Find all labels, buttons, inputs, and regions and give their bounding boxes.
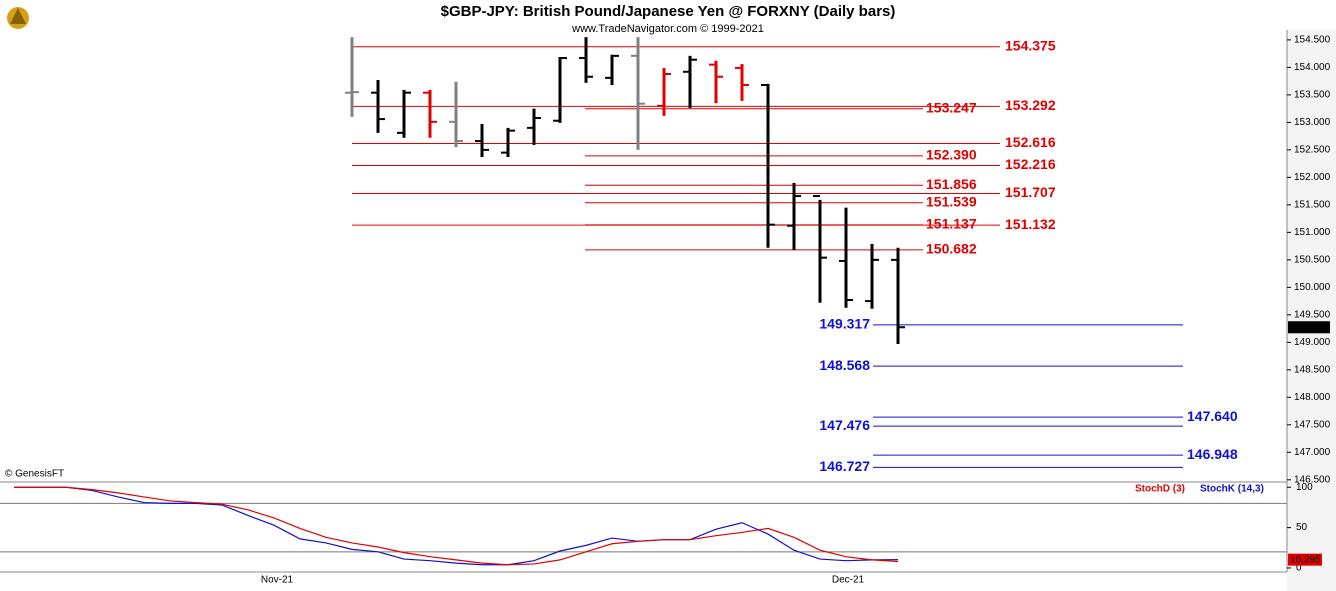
- y-tick-label: 154.500: [1294, 35, 1331, 46]
- level-label: 151.707: [1005, 184, 1056, 200]
- level-label: 152.216: [1005, 156, 1056, 172]
- level-label: 146.948: [1187, 446, 1238, 462]
- level-label: 152.616: [1005, 134, 1056, 150]
- last-price-box: [1288, 321, 1330, 334]
- last-value-box: [1288, 553, 1322, 566]
- x-tick-label: Nov-21: [261, 575, 294, 586]
- y-tick-label: 146.500: [1294, 474, 1331, 485]
- y-tick-label: 149.500: [1294, 309, 1331, 320]
- level-label: 151.539: [926, 193, 977, 209]
- y-tick-label: 147.000: [1294, 447, 1331, 458]
- chart-subtitle: www.TradeNavigator.com © 1999-2021: [571, 23, 764, 35]
- y-tick-label: 153.000: [1294, 117, 1331, 128]
- level-label: 154.375: [1005, 37, 1056, 53]
- last-value-label: 10.295: [1290, 554, 1321, 565]
- level-label: 152.390: [926, 147, 977, 163]
- level-label: 147.640: [1187, 408, 1238, 424]
- y-tick-label: 0: [1296, 563, 1302, 574]
- level-label: 146.727: [819, 458, 870, 474]
- source-note: © GenesisFT: [5, 469, 64, 480]
- level-label: 153.292: [1005, 97, 1056, 113]
- level-label: 153.247: [926, 100, 977, 116]
- x-tick-label: Dec-21: [832, 575, 865, 586]
- level-label: 148.568: [819, 357, 870, 373]
- y-tick-label: 150.000: [1294, 282, 1331, 293]
- legend-label: StochK (14,3): [1200, 484, 1264, 495]
- y-tick-label: 149.000: [1294, 337, 1331, 348]
- level-label: 151.132: [1005, 216, 1056, 232]
- chart-title: $GBP-JPY: British Pound/Japanese Yen @ F…: [441, 3, 896, 20]
- y-tick-label: 154.000: [1294, 62, 1331, 73]
- level-label: 151.137: [926, 216, 977, 232]
- y-tick-label: 148.500: [1294, 364, 1331, 375]
- stoch-line: [14, 486, 899, 566]
- legend-label: StochD (3): [1135, 484, 1185, 495]
- y-tick-label: 153.500: [1294, 90, 1331, 101]
- logo: [7, 7, 29, 29]
- y-tick-label: 150.500: [1294, 254, 1331, 265]
- level-label: 151.856: [926, 176, 977, 192]
- level-label: 149.317: [819, 316, 870, 332]
- y-tick-label: 151.000: [1294, 227, 1331, 238]
- stoch-line: [14, 486, 899, 566]
- y-tick-label: 148.000: [1294, 392, 1331, 403]
- y-tick-label: 152.500: [1294, 145, 1331, 156]
- y-tick-label: 147.500: [1294, 419, 1331, 430]
- last-price-label: 149.274: [1290, 322, 1327, 333]
- level-label: 150.682: [926, 241, 977, 257]
- axis-panel: [1287, 30, 1336, 591]
- y-tick-label: 152.000: [1294, 172, 1331, 183]
- y-tick-label: 100: [1296, 482, 1313, 493]
- y-tick-label: 151.500: [1294, 200, 1331, 211]
- y-tick-label: 50: [1296, 522, 1308, 533]
- level-label: 147.476: [819, 417, 870, 433]
